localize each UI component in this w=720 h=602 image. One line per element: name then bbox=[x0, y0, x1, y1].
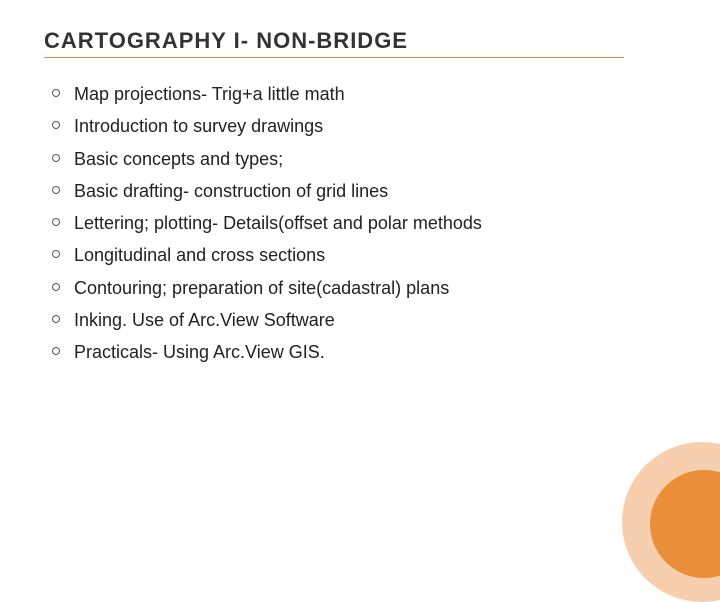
list-item: Inking. Use of Arc.View Software bbox=[52, 308, 680, 332]
bullet-text: Map projections- Trig+a little math bbox=[74, 82, 680, 106]
list-item: Basic drafting- construction of grid lin… bbox=[52, 179, 680, 203]
list-item: Contouring; preparation of site(cadastra… bbox=[52, 276, 680, 300]
bullet-icon bbox=[52, 250, 60, 258]
bullet-text: Inking. Use of Arc.View Software bbox=[74, 308, 680, 332]
bullet-text: Lettering; plotting- Details(offset and … bbox=[74, 211, 680, 235]
bullet-text: Practicals- Using Arc.View GIS. bbox=[74, 340, 680, 364]
bullet-icon bbox=[52, 89, 60, 97]
bullet-icon bbox=[52, 283, 60, 291]
bullet-icon bbox=[52, 121, 60, 129]
list-item: Basic concepts and types; bbox=[52, 147, 680, 171]
bullet-icon bbox=[52, 218, 60, 226]
bullet-text: Basic concepts and types; bbox=[74, 147, 680, 171]
bullet-text: Longitudinal and cross sections bbox=[74, 243, 680, 267]
bullet-text: Introduction to survey drawings bbox=[74, 114, 680, 138]
bullet-text: Contouring; preparation of site(cadastra… bbox=[74, 276, 680, 300]
list-item: Longitudinal and cross sections bbox=[52, 243, 680, 267]
bullet-list: Map projections- Trig+a little math Intr… bbox=[44, 82, 680, 365]
bullet-icon bbox=[52, 154, 60, 162]
bullet-icon bbox=[52, 315, 60, 323]
slide-container: CARTOGRAPHY I- NON-BRIDGE Map projection… bbox=[0, 0, 720, 540]
title-underline bbox=[44, 57, 624, 58]
list-item: Map projections- Trig+a little math bbox=[52, 82, 680, 106]
bullet-icon bbox=[52, 186, 60, 194]
list-item: Introduction to survey drawings bbox=[52, 114, 680, 138]
list-item: Practicals- Using Arc.View GIS. bbox=[52, 340, 680, 364]
list-item: Lettering; plotting- Details(offset and … bbox=[52, 211, 680, 235]
slide-title-text: CARTOGRAPHY I- NON-BRIDGE bbox=[44, 28, 408, 53]
slide-title: CARTOGRAPHY I- NON-BRIDGE bbox=[44, 28, 680, 54]
bullet-icon bbox=[52, 347, 60, 355]
bullet-text: Basic drafting- construction of grid lin… bbox=[74, 179, 680, 203]
